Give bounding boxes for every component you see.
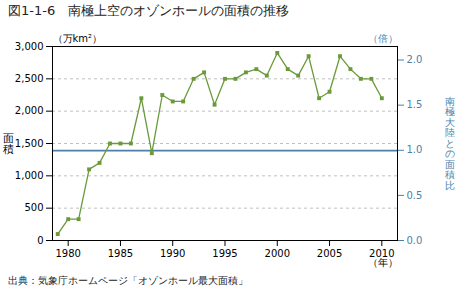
svg-text:1995: 1995 <box>212 248 237 259</box>
svg-text:1990: 1990 <box>160 248 185 259</box>
svg-text:2005: 2005 <box>317 248 342 259</box>
svg-text:500: 500 <box>24 202 43 213</box>
html-text:出典：気象庁ホームページ「オゾンホール最大面積」: 出典：気象庁ホームページ「オゾンホール最大面積」 <box>8 275 248 286</box>
svg-text:（万km²）: （万km²） <box>53 33 103 44</box>
svg-text:1.5: 1.5 <box>407 99 423 110</box>
svg-text:2,000: 2,000 <box>15 105 44 116</box>
svg-text:0.5: 0.5 <box>407 190 423 201</box>
svg-text:南極大陸との面積比: 南極大陸との面積比 <box>445 96 455 191</box>
svg-text:0.0: 0.0 <box>407 235 423 246</box>
html-text:図1-1-6 南極上空のオゾンホールの面積の推移: 図1-1-6 南極上空のオゾンホールの面積の推移 <box>8 3 290 18</box>
svg-text:2000: 2000 <box>265 248 290 259</box>
svg-text:（年）: （年） <box>368 257 398 268</box>
svg-text:0: 0 <box>37 235 43 246</box>
svg-text:2010: 2010 <box>369 247 395 259</box>
svg-text:1,000: 1,000 <box>15 170 44 181</box>
svg-text:1980: 1980 <box>55 248 80 259</box>
svg-text:3,000: 3,000 <box>15 41 44 52</box>
svg-text:1985: 1985 <box>108 248 133 259</box>
svg-text:1.0: 1.0 <box>407 144 423 155</box>
svg-text:1,500: 1,500 <box>15 138 44 149</box>
svg-text:（倍）: （倍） <box>368 33 398 44</box>
svg-text:2,500: 2,500 <box>15 73 44 84</box>
svg-text:2.0: 2.0 <box>407 54 423 65</box>
svg-text:面積: 面積 <box>3 132 14 156</box>
